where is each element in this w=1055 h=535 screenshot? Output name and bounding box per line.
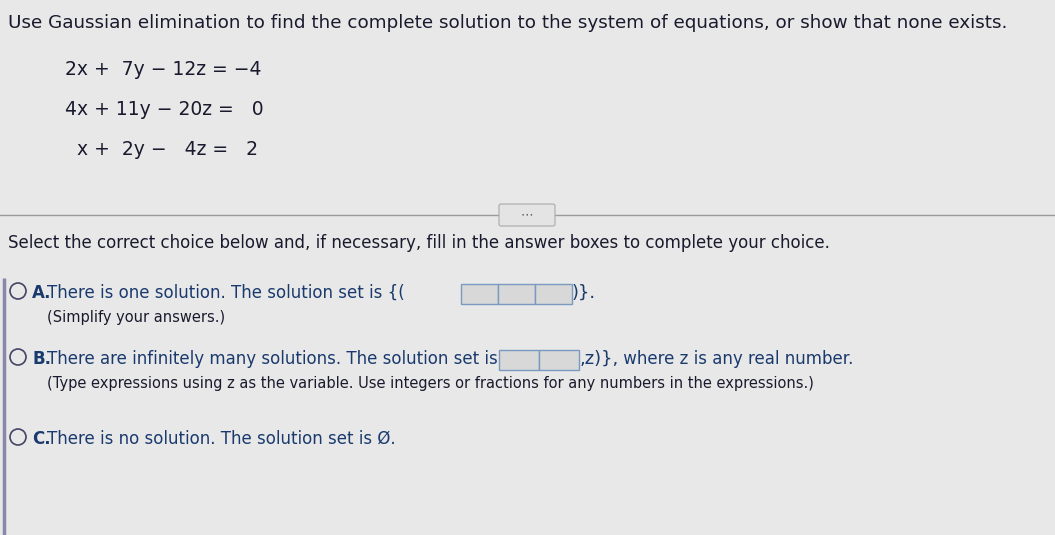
Text: (Simplify your answers.): (Simplify your answers.) <box>47 310 225 325</box>
Text: x +  2y −   4z =   2: x + 2y − 4z = 2 <box>65 140 258 159</box>
Text: ,: , <box>498 286 503 304</box>
FancyBboxPatch shape <box>539 350 579 370</box>
Text: 4x + 11y − 20z =   0: 4x + 11y − 20z = 0 <box>65 100 264 119</box>
Text: Select the correct choice below and, if necessary, fill in the answer boxes to c: Select the correct choice below and, if … <box>8 234 830 252</box>
FancyBboxPatch shape <box>499 204 555 226</box>
Text: ,: , <box>535 286 540 304</box>
Text: There is no solution. The solution set is Ø.: There is no solution. The solution set i… <box>47 430 396 448</box>
Text: (Type expressions using z as the variable. Use integers or fractions for any num: (Type expressions using z as the variabl… <box>47 376 813 391</box>
Text: Use Gaussian elimination to find the complete solution to the system of equation: Use Gaussian elimination to find the com… <box>8 14 1008 32</box>
Text: A.: A. <box>32 284 52 302</box>
Text: There are infinitely many solutions. The solution set is {(: There are infinitely many solutions. The… <box>47 350 520 368</box>
FancyBboxPatch shape <box>499 350 539 370</box>
Text: )}.: )}. <box>572 284 596 302</box>
Text: ,: , <box>539 352 544 370</box>
Text: There is one solution. The solution set is {(: There is one solution. The solution set … <box>47 284 405 302</box>
FancyBboxPatch shape <box>535 284 572 304</box>
Text: B.: B. <box>32 350 51 368</box>
Text: C.: C. <box>32 430 51 448</box>
Text: ,z)},: ,z)}, <box>580 350 619 368</box>
Text: 2x +  7y − 12z = −4: 2x + 7y − 12z = −4 <box>65 60 262 79</box>
FancyBboxPatch shape <box>498 284 535 304</box>
Text: ⋯: ⋯ <box>521 209 533 221</box>
FancyBboxPatch shape <box>461 284 498 304</box>
Text: where z is any real number.: where z is any real number. <box>618 350 853 368</box>
